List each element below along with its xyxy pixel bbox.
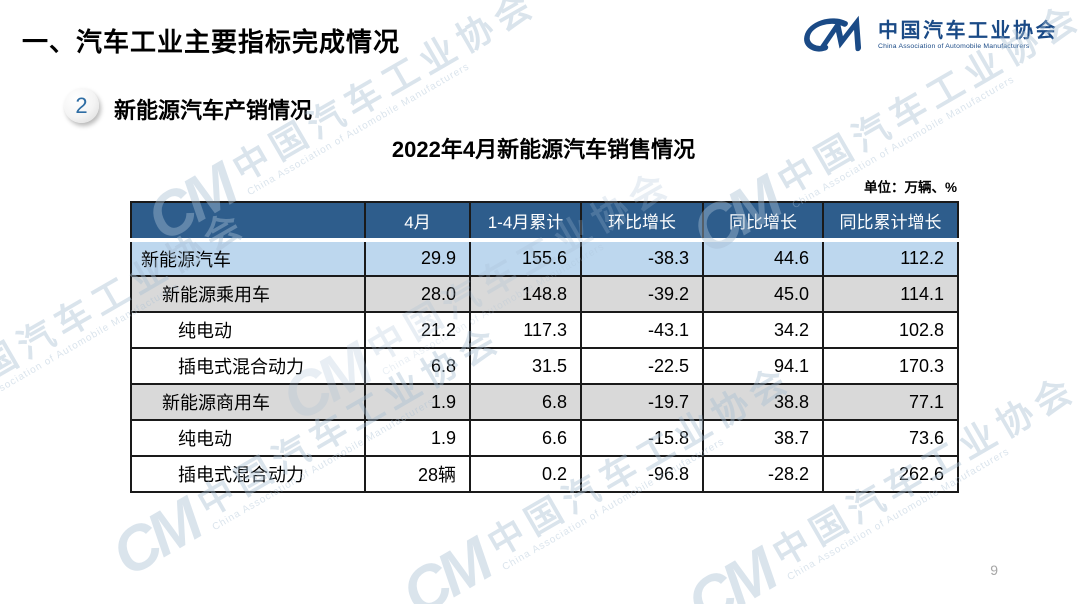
- cell-value: -22.5: [580, 347, 704, 385]
- table-row-nev-passenger: 新能源乘用车 28.0 148.8 -39.2 45.0 114.1: [130, 275, 959, 313]
- cell-value: 21.2: [364, 311, 471, 349]
- logo-subtitle: China Association of Automobile Manufact…: [878, 43, 1030, 50]
- cell-value: 77.1: [822, 383, 959, 421]
- section-title: 新能源汽车产销情况: [114, 98, 313, 123]
- header-cell-mom-growth: 环比增长: [580, 201, 704, 242]
- header-cell-yoy-growth: 同比增长: [702, 201, 824, 242]
- row-label: 纯电动: [130, 419, 366, 457]
- cell-value: -15.8: [580, 419, 704, 457]
- cell-value: 114.1: [822, 275, 959, 313]
- cell-value: 44.6: [702, 239, 824, 277]
- caam-watermark-glyph-icon: CM: [675, 537, 786, 604]
- table-row-nev-total: 新能源汽车 29.9 155.6 -38.3 44.6 112.2: [130, 239, 959, 277]
- cell-value: 45.0: [702, 275, 824, 313]
- page-title: 一、汽车工业主要指标完成情况: [22, 27, 401, 57]
- cell-value: 6.8: [469, 383, 582, 421]
- cell-value: 155.6: [469, 239, 582, 277]
- cell-value: -38.3: [580, 239, 704, 277]
- row-label: 纯电动: [130, 311, 366, 349]
- nev-sales-table: 4月 1-4月累计 环比增长 同比增长 同比累计增长 新能源汽车 29.9 15…: [130, 201, 959, 493]
- cell-value: -39.2: [580, 275, 704, 313]
- cell-value: 34.2: [702, 311, 824, 349]
- cell-value: 6.6: [469, 419, 582, 457]
- cell-value: 73.6: [822, 419, 959, 457]
- cell-value: -28.2: [702, 455, 824, 493]
- header-cell-yoy-cumulative-growth: 同比累计增长: [822, 201, 959, 242]
- cell-value: 112.2: [822, 239, 959, 277]
- cell-value: 0.2: [469, 455, 582, 493]
- header-row: 4月 1-4月累计 环比增长 同比增长 同比累计增长: [130, 201, 959, 242]
- row-label: 新能源汽车: [130, 239, 366, 277]
- cell-value: 1.9: [364, 419, 471, 457]
- page-number: 9: [990, 562, 998, 578]
- cell-value: 94.1: [702, 347, 824, 385]
- logo-name: 中国汽车工业协会: [878, 20, 1058, 42]
- header-cell-jan-apr-cumulative: 1-4月累计: [469, 201, 582, 242]
- cell-value: 28.0: [364, 275, 471, 313]
- cell-value: 102.8: [822, 311, 959, 349]
- cell-value: 170.3: [822, 347, 959, 385]
- caam-logo: 中国汽车工业协会 China Association of Automobile…: [798, 13, 1058, 57]
- row-label: 插电式混合动力: [130, 455, 366, 493]
- table-row-passenger-phev: 插电式混合动力 6.8 31.5 -22.5 94.1 170.3: [130, 347, 959, 385]
- unit-label: 单位：万辆、%: [863, 180, 957, 195]
- cell-value: -19.7: [580, 383, 704, 421]
- header-cell-category: [130, 201, 366, 242]
- cell-value: 1.9: [364, 383, 471, 421]
- section-number-badge: 2: [64, 88, 99, 123]
- row-label: 新能源乘用车: [130, 275, 366, 313]
- cell-value: 262.6: [822, 455, 959, 493]
- row-label: 插电式混合动力: [130, 347, 366, 385]
- table-row-passenger-bev: 纯电动 21.2 117.3 -43.1 34.2 102.8: [130, 311, 959, 349]
- table-row-nev-commercial: 新能源商用车 1.9 6.8 -19.7 38.8 77.1: [130, 383, 959, 421]
- header-cell-april: 4月: [364, 201, 471, 242]
- caam-watermark-glyph-icon: CM: [100, 487, 211, 591]
- row-label: 新能源商用车: [130, 383, 366, 421]
- caam-watermark-glyph-icon: CM: [390, 527, 501, 604]
- cell-value: 31.5: [469, 347, 582, 385]
- cell-value: 148.8: [469, 275, 582, 313]
- table-row-commercial-bev: 纯电动 1.9 6.6 -15.8 38.7 73.6: [130, 419, 959, 457]
- cell-value: 117.3: [469, 311, 582, 349]
- table-title: 2022年4月新能源汽车销售情况: [391, 137, 696, 162]
- cell-value: 29.9: [364, 239, 471, 277]
- table-row-commercial-phev: 插电式混合动力 28辆 0.2 -96.8 -28.2 262.6: [130, 455, 959, 493]
- cell-value: 6.8: [364, 347, 471, 385]
- cell-value: -96.8: [580, 455, 704, 493]
- cell-value: 38.7: [702, 419, 824, 457]
- cell-value: 28辆: [364, 455, 471, 493]
- cell-value: 38.8: [702, 383, 824, 421]
- cell-value: -43.1: [580, 311, 704, 349]
- caam-logo-icon: [798, 13, 870, 57]
